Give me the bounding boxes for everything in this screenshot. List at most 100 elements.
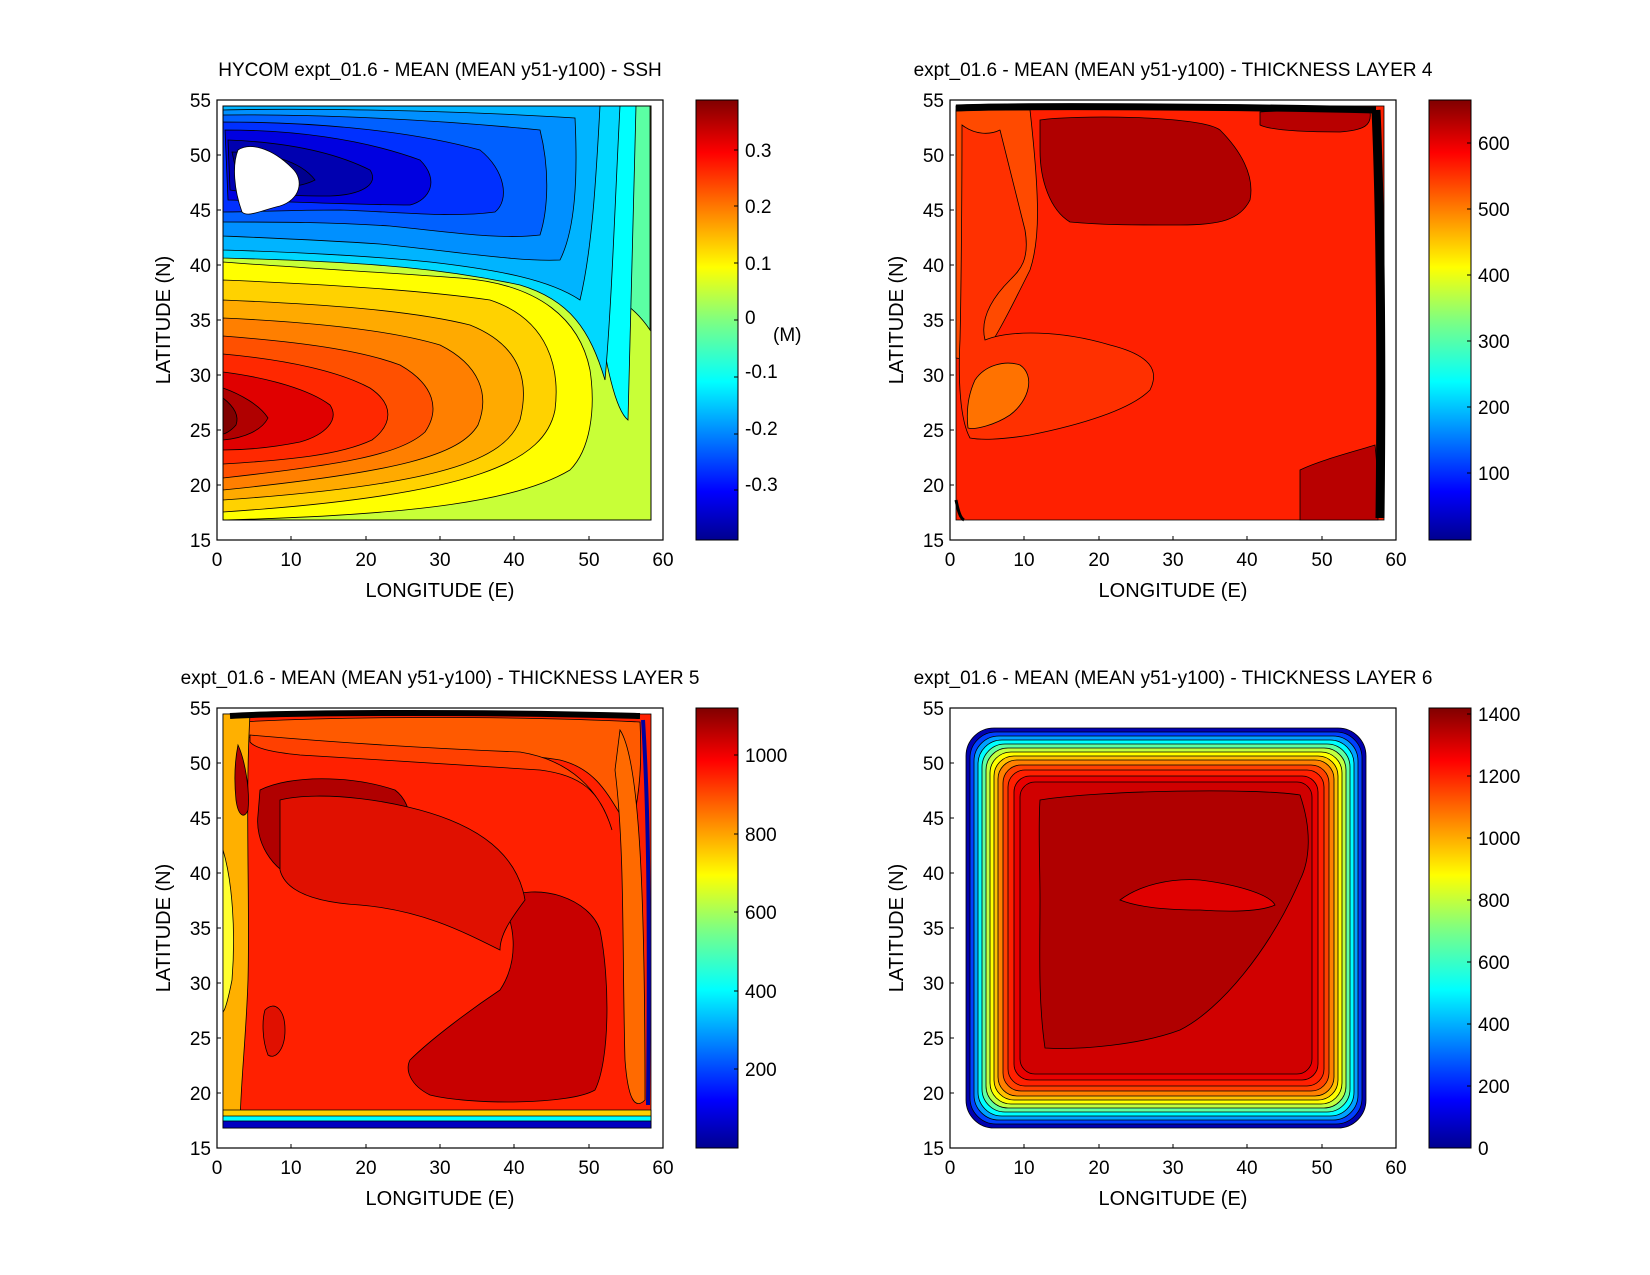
ssh-colorbar-fill bbox=[695, 99, 739, 541]
colorbar-tick-label: -0.1 bbox=[745, 362, 778, 383]
colorbar-tick-label: 100 bbox=[1478, 464, 1510, 485]
y-tick-label: 45 bbox=[923, 201, 944, 222]
y-tick-label: 25 bbox=[190, 1029, 211, 1050]
layer4-y-tick-labels: 15 20 25 30 35 40 45 50 55 bbox=[923, 91, 944, 552]
y-tick-label: 20 bbox=[923, 1084, 944, 1105]
x-tick-label: 0 bbox=[212, 1158, 223, 1179]
y-tick-label: 40 bbox=[923, 864, 944, 885]
x-tick-label: 20 bbox=[355, 1158, 376, 1179]
layer5-colorbar: 200 400 600 800 1000 bbox=[695, 707, 787, 1149]
x-tick-label: 10 bbox=[280, 1158, 301, 1179]
ssh-x-tick-labels: 0 10 20 30 40 50 60 bbox=[212, 550, 674, 571]
colorbar-tick-label: 200 bbox=[1478, 398, 1510, 419]
colorbar-tick-label: -0.3 bbox=[745, 475, 778, 496]
colorbar-tick-label: 500 bbox=[1478, 200, 1510, 221]
colorbar-tick-label: 0.2 bbox=[745, 197, 771, 218]
x-tick-label: 60 bbox=[1385, 550, 1406, 571]
x-tick-label: 10 bbox=[1013, 550, 1034, 571]
y-tick-label: 50 bbox=[190, 754, 211, 775]
layer6-y-tick-labels: 15 20 25 30 35 40 45 50 55 bbox=[923, 699, 944, 1160]
layer5-y-tick-labels: 15 20 25 30 35 40 45 50 55 bbox=[190, 699, 211, 1160]
layer6-colorbar: 0 200 400 600 800 1000 1200 1400 bbox=[1428, 705, 1520, 1160]
x-tick-label: 30 bbox=[429, 1158, 450, 1179]
ssh-ticks bbox=[217, 99, 590, 540]
y-tick-label: 35 bbox=[190, 311, 211, 332]
x-tick-label: 60 bbox=[1385, 1158, 1406, 1179]
colorbar-tick-label: 200 bbox=[1478, 1077, 1510, 1098]
x-tick-label: 50 bbox=[578, 1158, 599, 1179]
y-tick-label: 50 bbox=[190, 146, 211, 167]
layer6-panel: 0 10 20 30 40 50 60 15 20 25 30 35 40 45… bbox=[886, 668, 1520, 1210]
y-tick-label: 50 bbox=[923, 754, 944, 775]
colorbar-tick-label: 600 bbox=[1478, 134, 1510, 155]
ssh-title: HYCOM expt_01.6 - MEAN (MEAN y51-y100) -… bbox=[218, 60, 661, 81]
layer5-xlabel: LONGITUDE (E) bbox=[366, 1188, 515, 1210]
x-tick-label: 10 bbox=[1013, 1158, 1034, 1179]
x-tick-label: 40 bbox=[503, 1158, 524, 1179]
y-tick-label: 55 bbox=[190, 91, 211, 112]
ssh-contour-field bbox=[222, 105, 652, 521]
y-tick-label: 15 bbox=[923, 1139, 944, 1160]
y-tick-label: 35 bbox=[190, 919, 211, 940]
colorbar-tick-label: 0.3 bbox=[745, 141, 771, 162]
layer6-ylabel: LATITUDE (N) bbox=[886, 864, 908, 993]
y-tick-label: 40 bbox=[923, 256, 944, 277]
x-tick-label: 50 bbox=[1311, 1158, 1332, 1179]
colorbar-tick-label: 400 bbox=[745, 982, 777, 1003]
y-tick-label: 15 bbox=[923, 531, 944, 552]
layer4-ylabel: LATITUDE (N) bbox=[886, 256, 908, 385]
y-tick-label: 45 bbox=[190, 201, 211, 222]
layer6-contour-field bbox=[965, 727, 1367, 1129]
x-tick-label: 50 bbox=[1311, 550, 1332, 571]
colorbar-tick-label: 0 bbox=[1478, 1139, 1489, 1160]
x-tick-label: 40 bbox=[503, 550, 524, 571]
layer6-colorbar-fill bbox=[1428, 707, 1472, 1149]
y-tick-label: 25 bbox=[190, 421, 211, 442]
x-tick-label: 50 bbox=[578, 550, 599, 571]
y-tick-label: 30 bbox=[923, 366, 944, 387]
layer6-colorbar-ticks bbox=[1467, 713, 1471, 1149]
x-tick-label: 30 bbox=[429, 550, 450, 571]
colorbar-tick-label: 600 bbox=[1478, 953, 1510, 974]
y-tick-label: 55 bbox=[923, 699, 944, 720]
ssh-y-tick-labels: 15 20 25 30 35 40 45 50 55 bbox=[190, 91, 211, 552]
y-tick-label: 50 bbox=[923, 146, 944, 167]
y-tick-label: 20 bbox=[190, 476, 211, 497]
y-tick-label: 15 bbox=[190, 531, 211, 552]
colorbar-tick-label: 200 bbox=[745, 1060, 777, 1081]
y-tick-label: 45 bbox=[923, 809, 944, 830]
colorbar-tick-label: 400 bbox=[1478, 1015, 1510, 1036]
layer4-ticks bbox=[950, 154, 1323, 540]
y-tick-label: 45 bbox=[190, 809, 211, 830]
y-tick-label: 40 bbox=[190, 256, 211, 277]
colorbar-tick-label: 1200 bbox=[1478, 767, 1520, 788]
colorbar-tick-label: 1000 bbox=[745, 746, 787, 767]
layer4-xlabel: LONGITUDE (E) bbox=[1099, 580, 1248, 602]
layer5-contour-field bbox=[222, 710, 652, 1129]
layer4-colorbar-ticks bbox=[1467, 142, 1471, 474]
x-tick-label: 20 bbox=[1088, 1158, 1109, 1179]
layer4-title: expt_01.6 - MEAN (MEAN y51-y100) - THICK… bbox=[914, 60, 1433, 81]
y-tick-label: 20 bbox=[923, 476, 944, 497]
layer5-ylabel: LATITUDE (N) bbox=[153, 864, 175, 993]
y-tick-label: 40 bbox=[190, 864, 211, 885]
y-tick-label: 35 bbox=[923, 919, 944, 940]
x-tick-label: 40 bbox=[1236, 550, 1257, 571]
colorbar-tick-label: 300 bbox=[1478, 332, 1510, 353]
layer4-contour-field bbox=[954, 103, 1386, 522]
layer4-panel: 0 10 20 30 40 50 60 15 20 25 30 35 40 45… bbox=[886, 60, 1510, 602]
layer5-x-tick-labels: 0 10 20 30 40 50 60 bbox=[212, 1158, 674, 1179]
layer5-panel: 0 10 20 30 40 50 60 15 20 25 30 35 40 45… bbox=[153, 668, 787, 1210]
ssh-colorbar-ticks bbox=[734, 149, 738, 491]
layer5-colorbar-fill bbox=[695, 707, 739, 1149]
y-tick-label: 30 bbox=[190, 366, 211, 387]
y-tick-label: 55 bbox=[923, 91, 944, 112]
y-tick-label: 25 bbox=[923, 1029, 944, 1050]
x-tick-label: 0 bbox=[945, 1158, 956, 1179]
layer6-xlabel: LONGITUDE (E) bbox=[1099, 1188, 1248, 1210]
x-tick-label: 60 bbox=[652, 1158, 673, 1179]
layer4-colorbar: 100 200 300 400 500 600 bbox=[1428, 99, 1510, 541]
colorbar-tick-label: 800 bbox=[745, 825, 777, 846]
x-tick-label: 30 bbox=[1162, 1158, 1183, 1179]
layer6-ticks bbox=[950, 762, 1323, 1148]
